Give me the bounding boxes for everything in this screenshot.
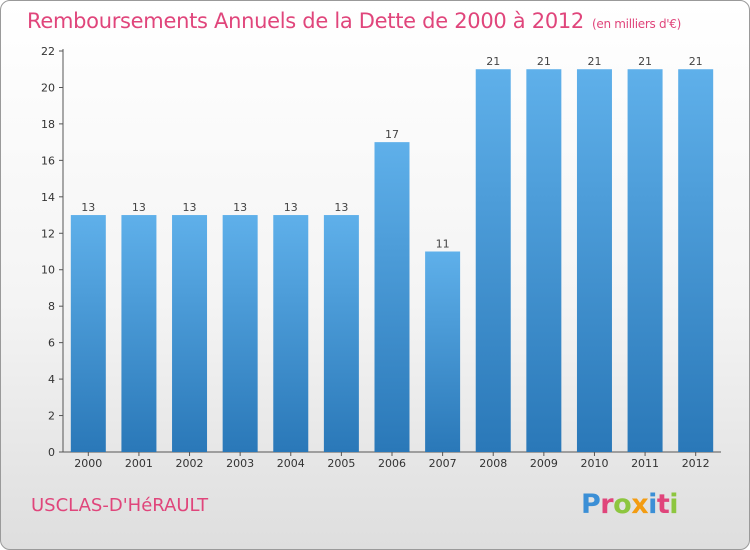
x-tick-label: 2007: [429, 457, 457, 470]
x-tick-label: 2002: [176, 457, 204, 470]
x-tick-label: 2000: [74, 457, 102, 470]
data-label: 21: [638, 55, 652, 68]
data-label: 13: [233, 201, 247, 214]
data-label: 13: [132, 201, 146, 214]
x-tick-label: 2008: [479, 457, 507, 470]
bar: [70, 215, 106, 452]
bar: [273, 215, 309, 452]
y-tick-label: 6: [48, 337, 55, 350]
bar: [374, 142, 410, 453]
data-label: 21: [486, 55, 500, 68]
y-tick-label: 14: [41, 191, 55, 204]
x-tick-label: 2004: [277, 457, 305, 470]
y-tick-label: 12: [41, 227, 55, 240]
data-label: 21: [689, 55, 703, 68]
bar: [172, 215, 208, 452]
data-label: 13: [81, 201, 95, 214]
x-tick-label: 2011: [631, 457, 659, 470]
bar: [323, 215, 359, 452]
bar: [627, 69, 663, 453]
bar: [121, 215, 157, 452]
y-tick-label: 20: [41, 81, 55, 94]
y-tick-label: 4: [48, 373, 55, 386]
logo-letter: x: [631, 489, 649, 520]
y-tick-label: 22: [41, 45, 55, 58]
logo-letter: r: [600, 489, 614, 520]
data-label: 13: [183, 201, 197, 214]
y-tick-label: 0: [48, 446, 55, 459]
bar: [475, 69, 511, 453]
x-tick-label: 2005: [327, 457, 355, 470]
bar: [678, 69, 714, 453]
logo-letter: i: [648, 489, 657, 520]
y-tick-label: 18: [41, 118, 55, 131]
chart-title: Remboursements Annuels de la Dette de 20…: [27, 9, 682, 33]
y-tick-label: 16: [41, 154, 55, 167]
bar: [526, 69, 562, 453]
logo-letter: P: [581, 489, 601, 520]
bar: [425, 251, 461, 452]
x-tick-label: 2012: [682, 457, 710, 470]
unit-note: (en milliers d'€): [592, 17, 682, 31]
logo-letter: i: [669, 489, 679, 520]
y-tick-label: 8: [48, 300, 55, 313]
bar: [222, 215, 258, 452]
data-label: 13: [334, 201, 348, 214]
x-tick-label: 2001: [125, 457, 153, 470]
data-label: 17: [385, 128, 399, 141]
commune-name: USCLAS-D'HéRAULT: [31, 495, 209, 516]
logo-letter: t: [656, 489, 670, 520]
proxiti-logo: Proxiti: [581, 489, 679, 520]
data-label: 21: [537, 55, 551, 68]
data-label: 21: [587, 55, 601, 68]
data-label: 13: [284, 201, 298, 214]
x-tick-label: 2003: [226, 457, 254, 470]
bar: [576, 69, 612, 453]
x-tick-label: 2009: [530, 457, 558, 470]
data-label: 11: [436, 238, 450, 251]
y-tick-label: 2: [48, 410, 55, 423]
x-tick-label: 2006: [378, 457, 406, 470]
x-tick-label: 2010: [580, 457, 608, 470]
y-tick-label: 10: [41, 264, 55, 277]
logo-letter: o: [613, 489, 632, 520]
